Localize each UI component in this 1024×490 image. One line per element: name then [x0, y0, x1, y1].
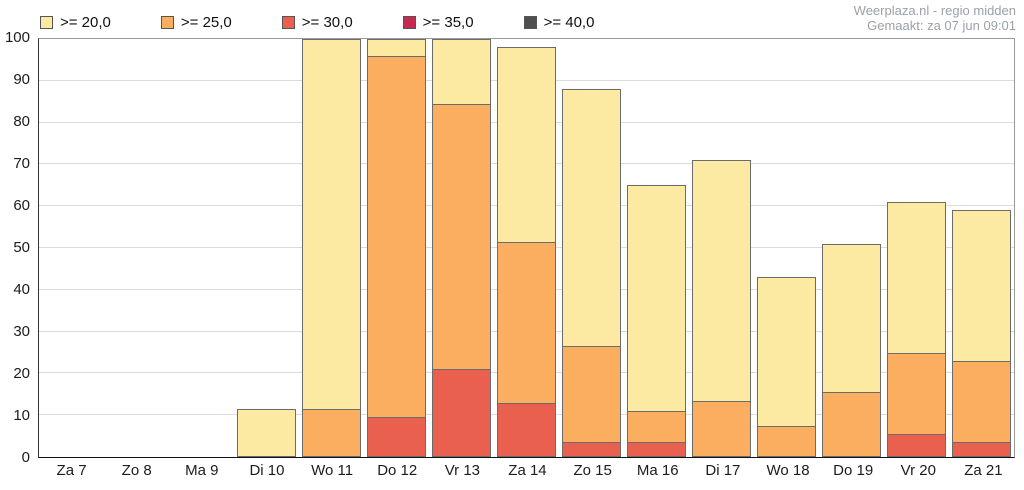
bar-segment — [952, 442, 1011, 457]
legend-item: >= 25,0 — [160, 14, 232, 31]
y-axis: 0 10 20 30 40 50 60 70 80 90 100 — [0, 29, 34, 466]
bar-segment — [757, 425, 816, 457]
bar-segment — [952, 360, 1011, 457]
legend-item: >= 40,0 — [523, 14, 595, 31]
y-tick-label: 40 — [13, 281, 30, 298]
legend-label: >= 20,0 — [60, 14, 111, 31]
credit-source: Weerplaza.nl - regio midden — [853, 3, 1016, 18]
y-tick-label: 80 — [13, 113, 30, 130]
legend-label: >= 40,0 — [543, 14, 595, 31]
x-tick-label: Za 7 — [56, 462, 87, 479]
legend-swatch — [40, 16, 53, 29]
bar-segment — [432, 369, 491, 457]
bar-segment — [691, 400, 751, 457]
x-tick-label: Do 12 — [377, 462, 418, 479]
x-tick-label: Ma 9 — [185, 462, 219, 479]
y-tick-label: 10 — [13, 407, 30, 424]
y-tick-label: 60 — [13, 197, 30, 214]
legend-label: >= 30,0 — [301, 14, 353, 31]
y-tick-label: 0 — [21, 449, 30, 466]
plot-area — [38, 38, 1015, 458]
legend-label: >= 35,0 — [422, 14, 474, 31]
y-tick-label: 90 — [13, 71, 30, 88]
bar-segment — [561, 442, 621, 457]
x-tick-label: Di 10 — [249, 462, 285, 479]
x-tick-label: Wo 11 — [311, 462, 354, 479]
bar-segment — [822, 392, 881, 457]
x-tick-label: Zo 8 — [121, 462, 152, 479]
y-tick-label: 70 — [13, 155, 30, 172]
bar-segment — [301, 39, 361, 457]
legend-swatch — [523, 16, 537, 29]
x-tick-label: Wo 18 — [766, 462, 810, 479]
x-tick-label: Ma 16 — [636, 462, 679, 479]
x-tick-label: Za 14 — [508, 462, 547, 479]
legend-swatch — [402, 16, 416, 29]
bar-segment — [561, 346, 621, 457]
bar-segment — [301, 408, 361, 457]
legend-item: >= 35,0 — [402, 14, 474, 31]
bar-segment — [237, 408, 296, 457]
legend-item: >= 30,0 — [281, 14, 353, 31]
x-tick-label: Vr 20 — [900, 462, 936, 479]
y-tick-label: 20 — [13, 365, 30, 382]
x-tick-label: Za 21 — [964, 462, 1003, 479]
y-tick-label: 30 — [13, 323, 30, 340]
legend-label: >= 25,0 — [180, 14, 232, 31]
x-tick-label: Do 19 — [833, 462, 874, 479]
legend-swatch — [160, 16, 174, 29]
bar-segment — [366, 417, 426, 457]
y-tick-label: 100 — [4, 29, 30, 46]
legend: >= 20,0 >= 25,0 >= 30,0 >= 35,0 >= 40,0 — [40, 14, 594, 31]
legend-item: >= 20,0 — [40, 14, 111, 31]
y-tick-label: 50 — [13, 239, 30, 256]
chart-credit: Weerplaza.nl - regio midden Gemaakt: za … — [854, 3, 1016, 33]
bar-segment — [627, 442, 686, 457]
credit-generated: Gemaakt: za 07 jun 09:01 — [867, 18, 1016, 33]
legend-swatch — [281, 16, 295, 29]
x-axis: Za 7 Zo 8 Ma 9 Di 10 Wo 11 Do 12 Vr 13 Za 14 Zo … — [39, 462, 1016, 484]
bar-segment — [886, 434, 946, 457]
x-tick-label: Vr 13 — [444, 462, 480, 479]
bar-segment — [366, 55, 426, 457]
x-tick-label: Zo 15 — [573, 462, 612, 479]
x-tick-label: Di 17 — [705, 462, 741, 479]
bar-segment — [497, 402, 556, 457]
